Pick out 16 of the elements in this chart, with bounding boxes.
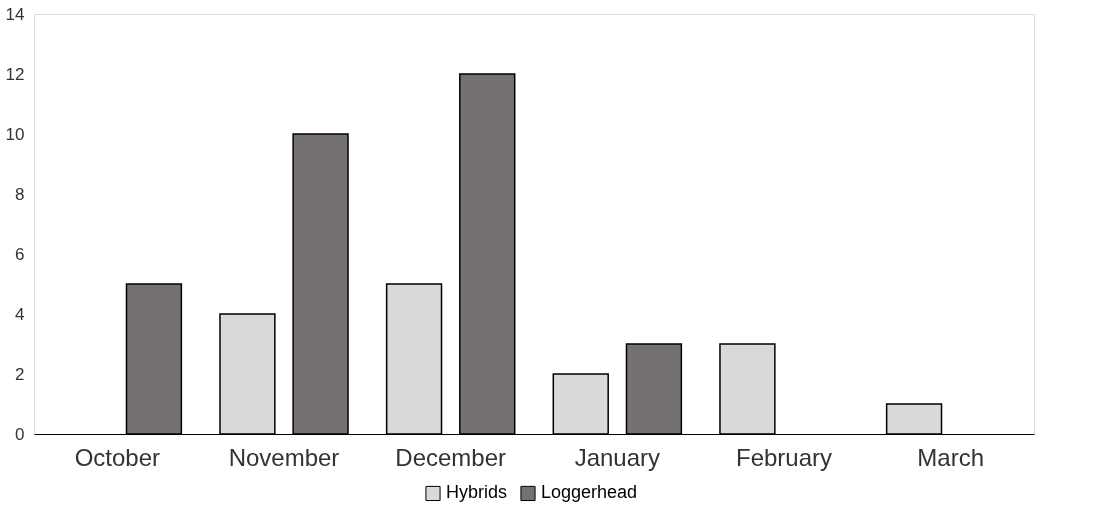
legend-label: Hybrids [446,482,508,503]
y-tick-label: 6 [15,244,25,264]
y-tick-label: 12 [5,64,25,84]
x-tick-label: March [917,443,985,471]
y-tick-label: 14 [5,4,25,24]
x-tick-label: October [74,443,161,471]
y-tick-label: 4 [15,304,25,324]
x-tick-label: December [395,443,507,471]
y-tick-label: 0 [15,424,25,444]
y-tick-label: 8 [15,184,25,204]
y-tick-label: 10 [5,124,25,144]
legend-label: Loggerhead [541,482,638,503]
x-tick-label: November [228,443,340,471]
y-tick-label: 2 [15,364,25,384]
x-tick-label: January [574,443,661,471]
x-tick-label: February [735,443,833,471]
